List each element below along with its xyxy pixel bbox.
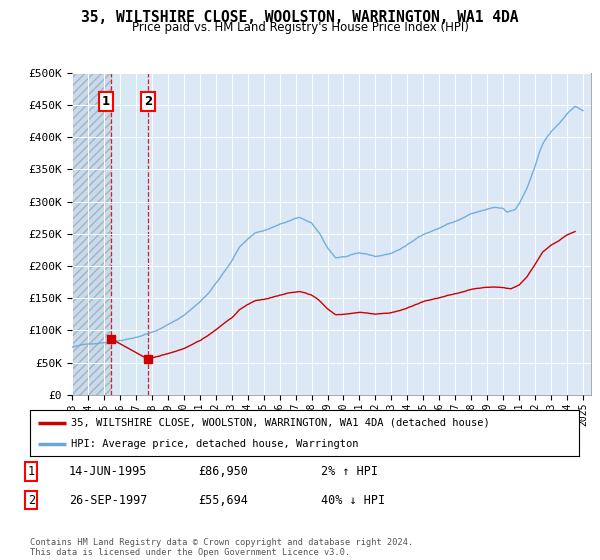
- Text: £86,950: £86,950: [198, 465, 248, 478]
- Text: £55,694: £55,694: [198, 493, 248, 507]
- Text: Contains HM Land Registry data © Crown copyright and database right 2024.
This d: Contains HM Land Registry data © Crown c…: [30, 538, 413, 557]
- Text: 35, WILTSHIRE CLOSE, WOOLSTON, WARRINGTON, WA1 4DA: 35, WILTSHIRE CLOSE, WOOLSTON, WARRINGTO…: [81, 10, 519, 25]
- Bar: [72, 73, 111, 395]
- Text: 14-JUN-1995: 14-JUN-1995: [69, 465, 148, 478]
- Text: Price paid vs. HM Land Registry's House Price Index (HPI): Price paid vs. HM Land Registry's House …: [131, 21, 469, 34]
- Text: 2: 2: [28, 493, 35, 507]
- Text: HPI: Average price, detached house, Warrington: HPI: Average price, detached house, Warr…: [71, 439, 359, 449]
- Text: 2% ↑ HPI: 2% ↑ HPI: [321, 465, 378, 478]
- Text: 1: 1: [28, 465, 35, 478]
- Bar: [111, 73, 148, 395]
- Text: 40% ↓ HPI: 40% ↓ HPI: [321, 493, 385, 507]
- Text: 2: 2: [144, 95, 152, 108]
- Text: 35, WILTSHIRE CLOSE, WOOLSTON, WARRINGTON, WA1 4DA (detached house): 35, WILTSHIRE CLOSE, WOOLSTON, WARRINGTO…: [71, 418, 490, 428]
- Text: 1: 1: [101, 95, 110, 108]
- Bar: [72, 73, 111, 395]
- Text: 26-SEP-1997: 26-SEP-1997: [69, 493, 148, 507]
